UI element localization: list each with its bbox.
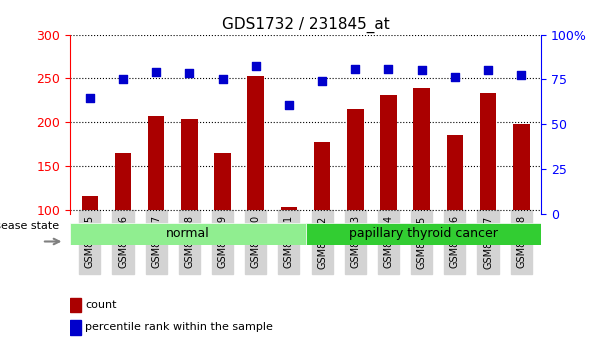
Point xyxy=(218,76,227,82)
Bar xyxy=(446,135,463,209)
Point xyxy=(317,78,327,83)
Bar xyxy=(181,119,198,209)
Bar xyxy=(148,116,165,209)
Title: GDS1732 / 231845_at: GDS1732 / 231845_at xyxy=(222,17,389,33)
Text: percentile rank within the sample: percentile rank within the sample xyxy=(86,322,274,332)
Point xyxy=(118,76,128,82)
Point xyxy=(251,63,261,69)
Bar xyxy=(480,93,496,209)
Bar xyxy=(81,196,98,209)
Text: count: count xyxy=(86,300,117,310)
Point xyxy=(184,70,194,76)
Bar xyxy=(281,207,297,209)
Bar xyxy=(247,76,264,209)
Point xyxy=(417,68,427,73)
Bar xyxy=(314,142,330,209)
Point xyxy=(483,68,493,73)
Point xyxy=(151,69,161,75)
Bar xyxy=(70,320,81,335)
Point xyxy=(450,75,460,80)
Bar xyxy=(413,88,430,209)
FancyBboxPatch shape xyxy=(70,223,305,245)
Bar xyxy=(380,95,397,209)
Bar xyxy=(115,152,131,209)
Bar xyxy=(214,152,231,209)
Point xyxy=(350,66,360,71)
Bar xyxy=(347,109,364,209)
Text: normal: normal xyxy=(166,227,210,240)
Bar xyxy=(513,124,530,209)
FancyBboxPatch shape xyxy=(305,223,541,245)
Text: papillary thyroid cancer: papillary thyroid cancer xyxy=(349,227,498,240)
Text: disease state: disease state xyxy=(0,221,60,231)
Point xyxy=(85,95,95,100)
Point xyxy=(284,102,294,107)
Point xyxy=(516,72,526,78)
Bar xyxy=(70,298,81,312)
Point xyxy=(384,66,393,71)
